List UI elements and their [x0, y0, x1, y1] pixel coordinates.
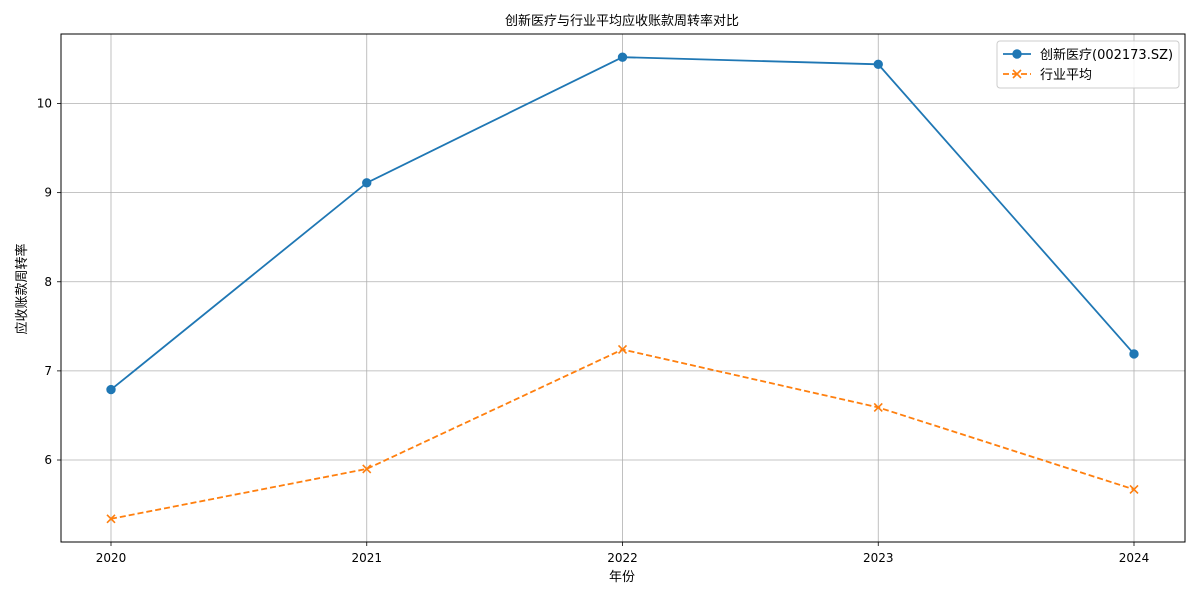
plot-area: [60, 33, 1186, 543]
data-point-1: [1129, 484, 1139, 494]
data-point-0: [106, 384, 116, 395]
grid-lines: [61, 34, 1185, 542]
data-point-1: [873, 402, 883, 412]
x-tick-label: 2020: [96, 551, 127, 565]
series-group: [106, 52, 1139, 524]
legend-swatch-marker-0: [1012, 49, 1022, 59]
data-point-0: [1129, 349, 1139, 359]
data-point-0: [873, 59, 883, 70]
x-tick-label: 2024: [1119, 551, 1150, 565]
y-tick-label: 7: [44, 364, 52, 378]
y-tick-label: 6: [44, 453, 52, 467]
y-tick-label: 10: [37, 97, 52, 111]
data-point-0: [617, 52, 628, 62]
y-axis-label: 应收账款周转率: [14, 243, 30, 334]
axis-ticks: 2020 2021 2022 2023 2024 6 7 8 9 10: [37, 97, 1150, 565]
legend-box: [996, 40, 1180, 89]
x-tick-label: 2022: [607, 551, 638, 565]
x-axis-label: 年份: [609, 570, 635, 585]
legend-label-0: 创新医疗(002173.SZ): [1040, 47, 1173, 63]
y-tick-label: 8: [44, 275, 52, 289]
chart-title: 创新医疗与行业平均应收账款周转率对比: [505, 13, 739, 29]
data-point-1: [362, 464, 372, 474]
x-tick-label: 2021: [351, 551, 382, 565]
legend-swatch-marker-1: [1012, 69, 1022, 79]
data-point-1: [617, 344, 628, 355]
data-point-1: [106, 514, 116, 524]
legend: 创新医疗(002173.SZ) 行业平均: [996, 40, 1180, 89]
legend-label-1: 行业平均: [1040, 68, 1092, 83]
data-point-0: [362, 178, 372, 188]
y-tick-label: 9: [44, 186, 52, 200]
x-tick-label: 2023: [863, 551, 894, 565]
